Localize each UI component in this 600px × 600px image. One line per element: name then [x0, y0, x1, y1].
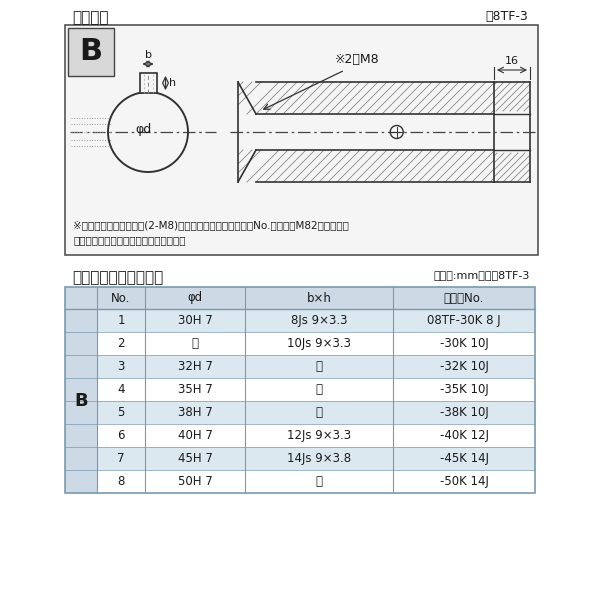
Text: 軸穴形状コード一覧表: 軸穴形状コード一覧表: [72, 270, 163, 285]
Text: 〃: 〃: [316, 383, 323, 396]
Bar: [65, 309, 97, 493]
Text: コードNo.: コードNo.: [444, 292, 484, 304]
Text: 50H 7: 50H 7: [178, 475, 212, 488]
Bar: [65, 25, 538, 255]
Bar: [97, 470, 535, 493]
Bar: [494, 114, 530, 150]
Text: 5: 5: [118, 406, 125, 419]
Text: φd: φd: [136, 122, 152, 136]
Text: B: B: [79, 37, 103, 67]
Bar: [97, 332, 535, 355]
Text: 図8TF-3: 図8TF-3: [485, 10, 528, 23]
Bar: [68, 28, 114, 76]
Bar: [65, 287, 535, 309]
Bar: [97, 447, 535, 470]
Text: -35K 10J: -35K 10J: [440, 383, 488, 396]
Text: 1: 1: [117, 314, 125, 327]
Text: （単位:mm）　表8TF-3: （単位:mm） 表8TF-3: [434, 270, 530, 280]
Text: 10Js 9×3.3: 10Js 9×3.3: [287, 337, 351, 350]
Text: B: B: [74, 392, 88, 410]
Text: 3: 3: [118, 360, 125, 373]
Bar: [256, 114, 494, 150]
Text: -38K 10J: -38K 10J: [440, 406, 488, 419]
Text: 08TF-30K 8 J: 08TF-30K 8 J: [427, 314, 501, 327]
Bar: [97, 309, 535, 332]
Text: ※2－M8: ※2－M8: [335, 53, 380, 66]
Text: 軸穴形状: 軸穴形状: [72, 10, 109, 25]
Text: φd: φd: [187, 292, 203, 304]
Text: -50K 14J: -50K 14J: [440, 475, 488, 488]
Text: 8Js 9×3.3: 8Js 9×3.3: [291, 314, 347, 327]
Text: 〃: 〃: [316, 475, 323, 488]
Text: 16: 16: [505, 56, 519, 66]
Bar: [97, 424, 535, 447]
Text: b: b: [145, 50, 151, 60]
Bar: [97, 378, 535, 401]
Text: No.: No.: [112, 292, 131, 304]
Bar: [97, 355, 535, 378]
Text: 7: 7: [117, 452, 125, 465]
Text: 6: 6: [117, 429, 125, 442]
Text: 14Js 9×3.8: 14Js 9×3.8: [287, 452, 351, 465]
Text: 〃: 〃: [316, 360, 323, 373]
Text: 2: 2: [117, 337, 125, 350]
Text: 4: 4: [117, 383, 125, 396]
Text: 45H 7: 45H 7: [178, 452, 212, 465]
Text: 〃: 〃: [191, 337, 199, 350]
Text: 38H 7: 38H 7: [178, 406, 212, 419]
Text: b×h: b×h: [307, 292, 331, 304]
Text: （セットボルトは付属されています。）: （セットボルトは付属されています。）: [73, 235, 185, 245]
Text: -45K 14J: -45K 14J: [439, 452, 488, 465]
Text: -40K 12J: -40K 12J: [439, 429, 488, 442]
Text: ※セットボルト用タップ(2-M8)が必要な場合は右記コードNo.の末尾にM82を付ける。: ※セットボルト用タップ(2-M8)が必要な場合は右記コードNo.の末尾にM82を…: [73, 220, 349, 230]
Text: 30H 7: 30H 7: [178, 314, 212, 327]
Text: 〃: 〃: [316, 406, 323, 419]
Text: 12Js 9×3.3: 12Js 9×3.3: [287, 429, 351, 442]
Bar: [65, 287, 535, 493]
Text: -30K 10J: -30K 10J: [440, 337, 488, 350]
Text: 35H 7: 35H 7: [178, 383, 212, 396]
Text: 40H 7: 40H 7: [178, 429, 212, 442]
Text: h: h: [170, 78, 176, 88]
Bar: [97, 401, 535, 424]
Text: -32K 10J: -32K 10J: [440, 360, 488, 373]
Bar: [139, 73, 157, 93]
Text: 8: 8: [118, 475, 125, 488]
Text: 32H 7: 32H 7: [178, 360, 212, 373]
